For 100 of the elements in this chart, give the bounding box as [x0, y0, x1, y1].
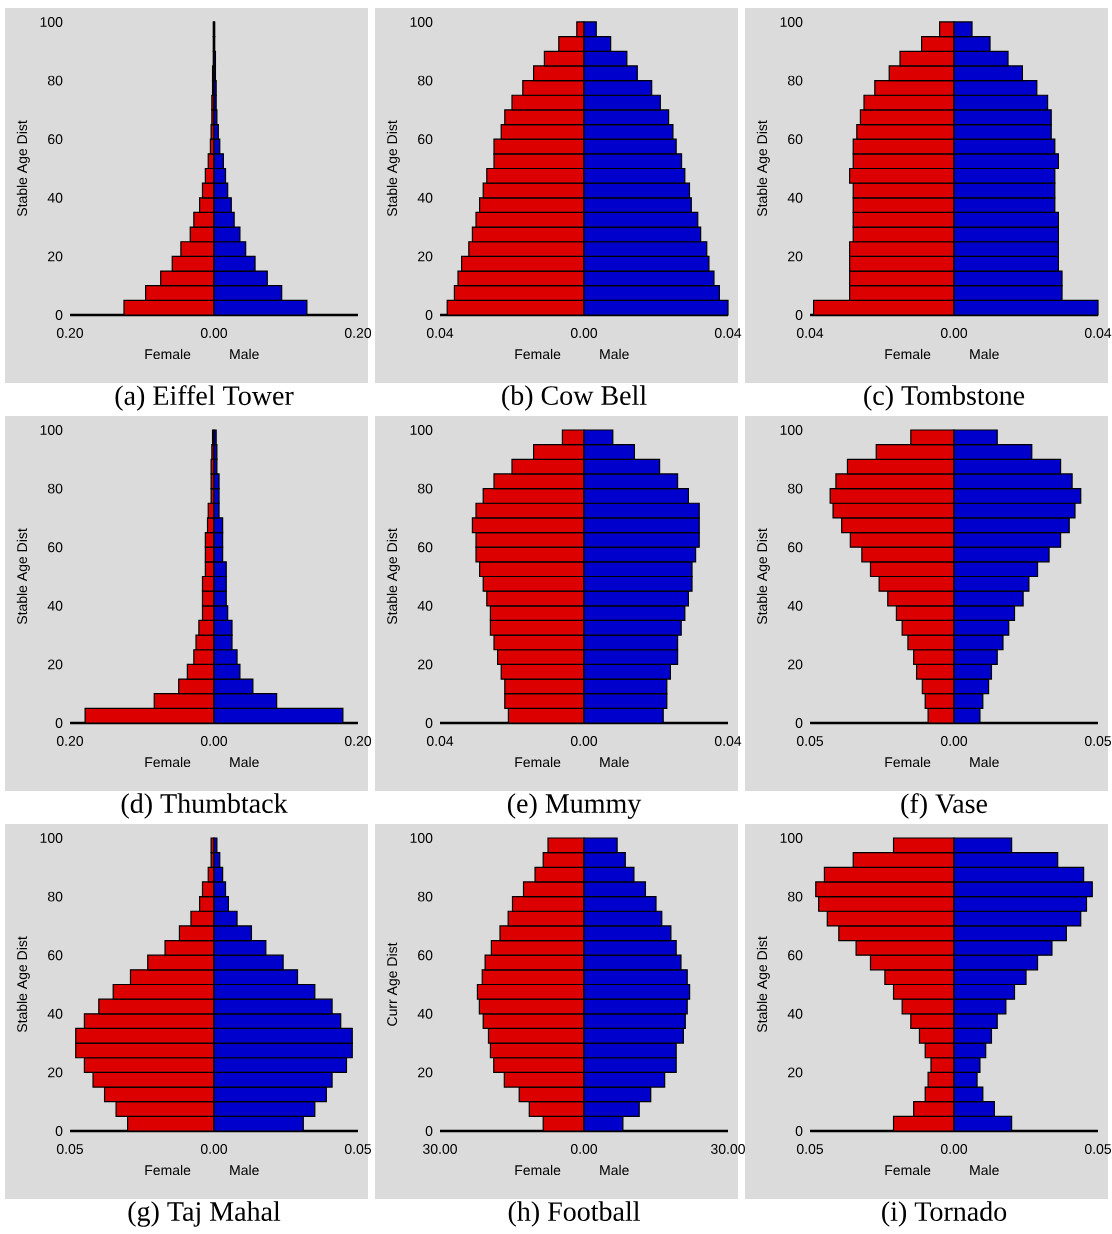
y-tick-label: 100	[410, 833, 433, 843]
x-tick-label: 0.04	[1084, 328, 1112, 338]
y-tick-label: 40	[787, 192, 803, 203]
y-tick-label: 40	[47, 192, 63, 203]
y-axis-title: Stable Age Dist	[756, 120, 770, 217]
y-tick-label: 20	[418, 659, 433, 670]
text: (d) Thumbtack	[121, 793, 288, 819]
y-tick-label: 80	[417, 483, 433, 494]
text: (a) Eiffel Tower	[115, 385, 294, 411]
y-tick-label: 0	[55, 1126, 63, 1136]
x-tick-label: 0.00	[570, 1144, 598, 1154]
text: Female	[145, 1164, 191, 1176]
y-tick-label: 0	[795, 310, 803, 320]
x-tick-label: 0.00	[940, 328, 968, 338]
x-tick-label: 0.00	[200, 1144, 228, 1154]
y-tick-label: 20	[48, 659, 63, 670]
y-tick-label: 0	[55, 310, 63, 320]
x-tick-label: 0.04	[714, 328, 742, 338]
y-tick-label: 100	[40, 425, 63, 435]
y-axis-title: Stable Age Dist	[386, 120, 400, 217]
y-tick-label: 60	[788, 950, 803, 961]
y-tick-label: 20	[48, 251, 63, 262]
x-tick-label: 0.00	[940, 736, 968, 746]
text: (c) Tombstone	[864, 385, 1025, 411]
text: Female	[145, 348, 191, 360]
x-tick-label: 0.20	[56, 328, 84, 338]
x-tick-label: 0.00	[570, 736, 598, 746]
x-tick-label: 0.00	[200, 736, 228, 746]
y-axis-title: Stable Age Dist	[16, 528, 30, 625]
text: Female	[145, 756, 191, 768]
y-tick-label: 20	[788, 659, 803, 670]
y-tick-label: 100	[410, 17, 433, 27]
y-tick-label: 100	[410, 425, 433, 435]
text: Male	[970, 1164, 999, 1176]
x-tick-label: 0.04	[426, 736, 454, 746]
y-tick-label: 40	[787, 1008, 803, 1019]
y-tick-label: 100	[780, 425, 803, 435]
text: (b) Cow Bell	[502, 385, 647, 411]
y-tick-label: 80	[787, 891, 803, 902]
text: Female	[515, 1164, 561, 1176]
x-tick-label: 0.20	[344, 736, 372, 746]
y-axis-title: Stable Age Dist	[16, 936, 30, 1033]
x-tick-label: 0.05	[344, 1144, 372, 1154]
text: Male	[600, 348, 629, 360]
y-tick-label: 60	[418, 542, 433, 553]
y-tick-label: 40	[787, 600, 803, 611]
y-axis-title: Curr Age Dist	[386, 942, 400, 1026]
y-tick-label: 0	[55, 718, 63, 728]
y-tick-label: 40	[417, 1008, 433, 1019]
text: Male	[600, 1164, 629, 1176]
x-tick-label: 0.04	[714, 736, 742, 746]
text: Male	[230, 348, 259, 360]
y-tick-label: 80	[417, 891, 433, 902]
text: Male	[600, 756, 629, 768]
y-tick-label: 100	[40, 833, 63, 843]
y-tick-label: 0	[795, 1126, 803, 1136]
y-tick-label: 80	[47, 75, 63, 86]
x-tick-label: 0.05	[1084, 736, 1112, 746]
y-tick-label: 20	[788, 251, 803, 262]
x-tick-label: 0.05	[796, 736, 824, 746]
text: (f) Vase	[901, 793, 987, 819]
y-tick-label: 60	[48, 134, 63, 145]
y-tick-label: 60	[788, 134, 803, 145]
y-tick-label: 20	[418, 1067, 433, 1078]
x-tick-label: 0.04	[426, 328, 454, 338]
x-tick-label: 0.20	[344, 328, 372, 338]
y-tick-label: 80	[787, 483, 803, 494]
x-tick-label: 30.00	[423, 1144, 457, 1154]
x-tick-label: 0.05	[796, 1144, 824, 1154]
y-tick-label: 60	[48, 950, 63, 961]
y-tick-label: 80	[787, 75, 803, 86]
text: Female	[885, 756, 931, 768]
y-tick-label: 0	[795, 718, 803, 728]
text: Male	[970, 756, 999, 768]
y-tick-label: 40	[417, 192, 433, 203]
y-tick-label: 80	[417, 75, 433, 86]
y-axis-title: Stable Age Dist	[386, 528, 400, 625]
x-tick-label: 0.20	[56, 736, 84, 746]
y-tick-label: 40	[417, 600, 433, 611]
x-tick-label: 0.04	[796, 328, 824, 338]
y-tick-label: 60	[418, 950, 433, 961]
x-tick-label: 0.05	[1084, 1144, 1112, 1154]
text: Female	[515, 348, 561, 360]
y-tick-label: 40	[47, 1008, 63, 1019]
y-axis-title: Stable Age Dist	[756, 528, 770, 625]
text: Female	[885, 348, 931, 360]
y-tick-label: 0	[425, 1126, 433, 1136]
x-tick-label: 30.00	[711, 1144, 745, 1154]
y-tick-label: 0	[425, 310, 433, 320]
y-tick-label: 60	[48, 542, 63, 553]
y-tick-label: 100	[40, 17, 63, 27]
text: Male	[970, 348, 999, 360]
text: Female	[885, 1164, 931, 1176]
x-tick-label: 0.05	[56, 1144, 84, 1154]
x-tick-label: 0.00	[570, 328, 598, 338]
y-tick-label: 100	[780, 17, 803, 27]
y-axis-title: Stable Age Dist	[756, 936, 770, 1033]
y-tick-label: 20	[418, 251, 433, 262]
text: Male	[230, 1164, 259, 1176]
text: (e) Mummy	[507, 793, 642, 819]
